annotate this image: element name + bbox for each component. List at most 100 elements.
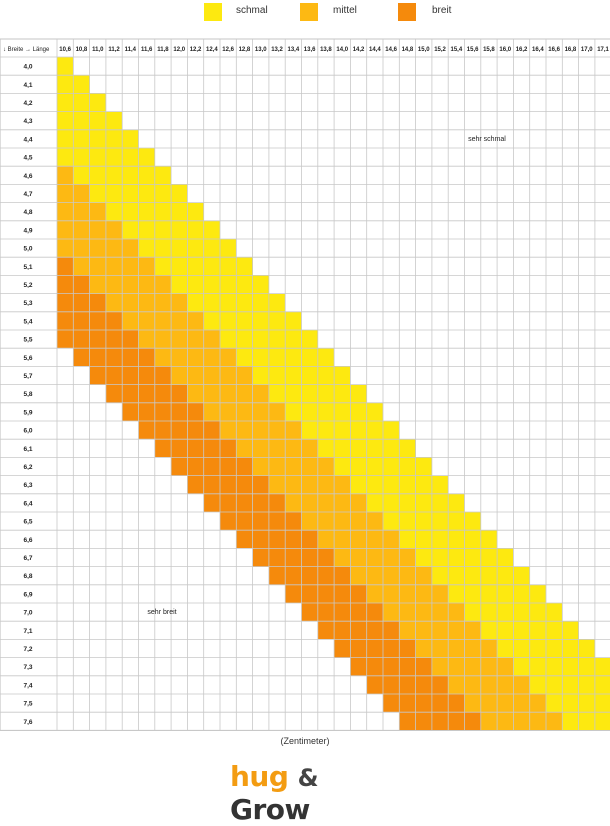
cell-schmal: [399, 530, 416, 549]
cell-breit: [252, 548, 269, 567]
cell-breit: [383, 621, 400, 640]
x-tick-label: 13,8: [320, 47, 332, 53]
y-tick-label: 5,7: [23, 373, 32, 380]
cell-mittel: [171, 311, 188, 330]
cell-mittel: [350, 512, 367, 531]
cell-breit: [89, 293, 106, 312]
cell-breit: [252, 530, 269, 549]
cell-mittel: [203, 366, 220, 385]
cell-mittel: [448, 603, 465, 622]
cell-schmal: [89, 184, 106, 203]
cell-breit: [236, 457, 253, 476]
cell-schmal: [317, 421, 335, 440]
x-tick-label: 11,0: [92, 47, 104, 53]
cell-breit: [154, 439, 172, 458]
cell-mittel: [301, 493, 318, 512]
cell-mittel: [252, 402, 269, 421]
x-tick-label: 12,6: [222, 47, 234, 53]
cell-mittel: [122, 239, 139, 258]
cell-schmal: [448, 584, 465, 603]
cell-mittel: [366, 566, 383, 585]
logo-grow: Grow: [230, 793, 310, 826]
cell-mittel: [105, 257, 123, 276]
cell-breit: [268, 530, 286, 549]
cell-schmal: [203, 220, 220, 239]
cell-schmal: [203, 293, 220, 312]
y-tick-label: 7,4: [23, 682, 32, 689]
cell-mittel: [285, 493, 302, 512]
cell-schmal: [562, 712, 579, 731]
annotation-sehr-breit: sehr breit: [147, 609, 176, 616]
cell-mittel: [105, 239, 123, 258]
cell-mittel: [105, 293, 123, 312]
cell-schmal: [529, 657, 546, 676]
cell-breit: [285, 566, 302, 585]
cell-schmal: [350, 457, 367, 476]
cell-mittel: [513, 675, 530, 694]
cell-schmal: [105, 184, 123, 203]
cell-schmal: [138, 166, 155, 185]
cell-breit: [334, 639, 351, 658]
cell-breit: [334, 603, 351, 622]
cell-schmal: [105, 166, 123, 185]
cell-mittel: [464, 621, 481, 640]
cell-schmal: [594, 657, 610, 676]
cell-mittel: [57, 166, 74, 185]
cell-breit: [383, 675, 400, 694]
cell-mittel: [383, 603, 400, 622]
cell-breit: [334, 566, 351, 585]
y-tick-label: 5,1: [23, 264, 32, 271]
cell-mittel: [252, 439, 269, 458]
cell-schmal: [301, 421, 318, 440]
cell-breit: [366, 603, 383, 622]
cell-breit: [187, 439, 204, 458]
hug-and-grow-logo: hug & Grow: [230, 760, 390, 826]
cell-schmal: [252, 275, 269, 294]
cell-mittel: [73, 239, 90, 258]
cell-mittel: [383, 530, 400, 549]
cell-schmal: [546, 694, 563, 713]
cell-schmal: [562, 621, 579, 640]
cell-schmal: [171, 220, 188, 239]
cell-schmal: [334, 457, 351, 476]
cell-breit: [301, 584, 318, 603]
cell-schmal: [366, 457, 383, 476]
logo-hug: hug: [230, 760, 289, 793]
legend-label-mittel: mittel: [333, 5, 357, 16]
cell-mittel: [73, 257, 90, 276]
cell-schmal: [448, 512, 465, 531]
x-tick-label: 16,4: [532, 47, 544, 53]
cell-breit: [220, 457, 237, 476]
cell-schmal: [578, 657, 595, 676]
legend-label-breit: breit: [432, 5, 452, 16]
cell-mittel: [122, 293, 139, 312]
x-tick-label: 14,8: [402, 47, 414, 53]
cell-mittel: [268, 439, 286, 458]
cell-schmal: [578, 675, 595, 694]
cell-breit: [171, 384, 188, 403]
x-tick-label: 11,4: [125, 47, 137, 53]
cell-breit: [57, 293, 74, 312]
cell-breit: [399, 657, 416, 676]
cell-schmal: [431, 548, 449, 567]
cell-mittel: [171, 330, 188, 349]
x-tick-label: 12,2: [190, 47, 202, 53]
cell-mittel: [89, 202, 106, 221]
cell-schmal: [171, 184, 188, 203]
cell-mittel: [220, 402, 237, 421]
cell-breit: [220, 512, 237, 531]
cell-schmal: [122, 202, 139, 221]
cell-mittel: [415, 603, 432, 622]
x-tick-label: 12,4: [206, 47, 218, 53]
cell-schmal: [480, 530, 498, 549]
cell-schmal: [187, 257, 204, 276]
cell-schmal: [334, 421, 351, 440]
cell-breit: [448, 712, 465, 731]
cell-mittel: [431, 603, 449, 622]
cell-mittel: [138, 257, 155, 276]
cell-schmal: [154, 184, 172, 203]
cell-schmal: [252, 366, 269, 385]
cell-schmal: [89, 111, 106, 130]
cell-schmal: [513, 603, 530, 622]
cell-breit: [366, 657, 383, 676]
